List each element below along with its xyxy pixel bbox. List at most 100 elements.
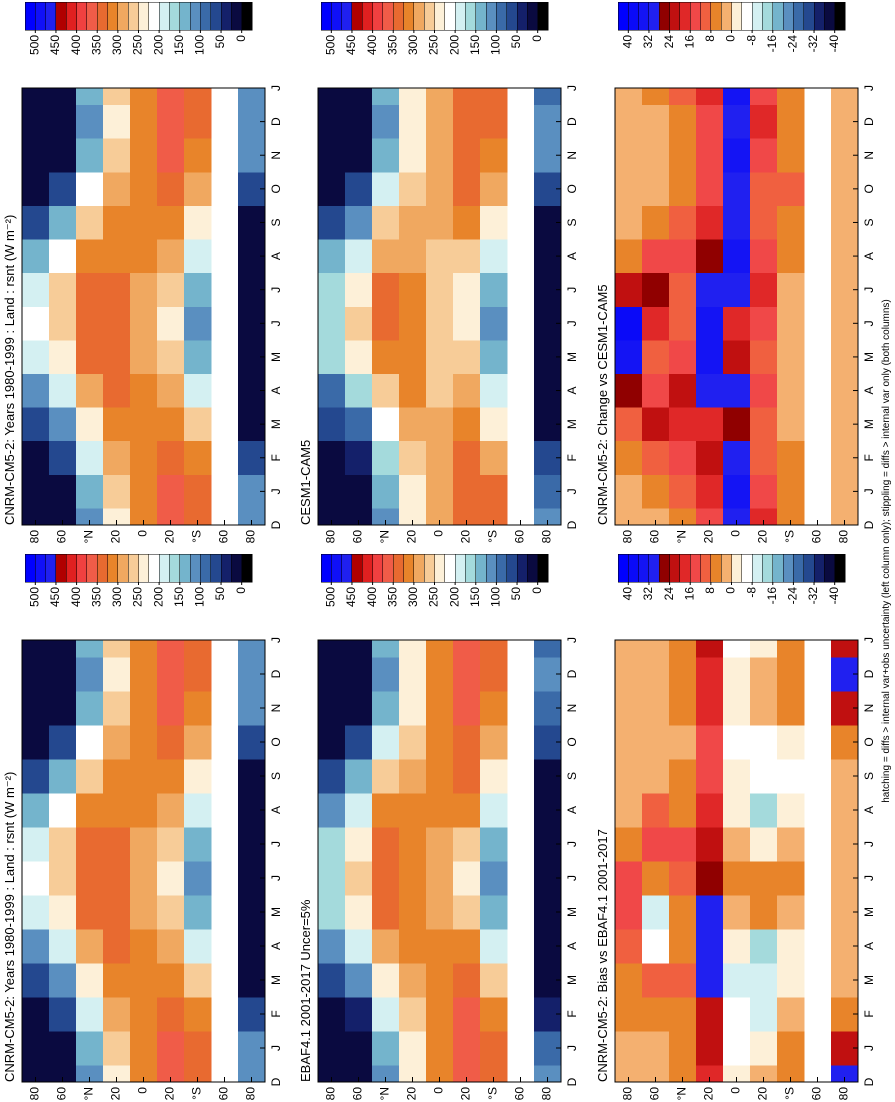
colorbar-cell xyxy=(86,553,98,583)
x-tick-label: A xyxy=(565,387,579,395)
colorbar-cell xyxy=(751,553,763,583)
colorbar-cell xyxy=(834,1,846,31)
heat-cell xyxy=(425,88,454,106)
y-tick-label: 80 xyxy=(244,530,258,544)
heat-cell xyxy=(344,474,373,509)
x-tick-label: M xyxy=(565,975,579,985)
colorbar-cell xyxy=(782,1,794,31)
heat-cell xyxy=(318,826,346,862)
heat-cell xyxy=(183,826,212,862)
heat-cell xyxy=(129,962,158,998)
colorbar-cell xyxy=(423,1,435,31)
heat-cell xyxy=(398,928,427,964)
x-tick-label: M xyxy=(862,975,876,985)
heat-cell xyxy=(156,138,185,173)
heat-cell xyxy=(425,792,454,828)
heat-cell xyxy=(425,758,454,794)
heat-cell xyxy=(344,171,373,206)
colorbar-cell xyxy=(628,1,639,31)
heat-cell xyxy=(668,826,697,862)
heat-cell xyxy=(398,758,427,794)
heat-cell xyxy=(749,104,778,139)
heat-cell xyxy=(371,826,400,862)
heat-cell xyxy=(615,1030,643,1066)
colorbar-cell xyxy=(189,553,201,583)
y-tick-label: 80 xyxy=(621,1087,635,1101)
heat-cell xyxy=(615,88,643,106)
heat-cell xyxy=(371,239,400,274)
panel-title: CNRM-CM5-2: Years 1980-1999 : Land : rsn… xyxy=(2,215,17,525)
heat-cell xyxy=(615,894,643,930)
x-tick-label: J xyxy=(862,85,876,91)
x-tick-label: N xyxy=(565,704,579,713)
heat-cell xyxy=(183,724,212,760)
y-tick-label: 0 xyxy=(729,1087,743,1094)
heat-cell xyxy=(318,171,346,206)
heat-cell xyxy=(102,440,131,475)
heat-cell xyxy=(371,440,400,475)
heat-cell xyxy=(722,928,751,964)
heat-cell xyxy=(102,640,131,658)
heat-cell xyxy=(776,640,805,658)
heat-cell xyxy=(776,239,805,274)
heat-cell xyxy=(668,1030,697,1066)
colorbar-cell xyxy=(200,553,211,583)
colorbar-cell xyxy=(834,553,846,583)
heat-cell xyxy=(237,640,265,658)
colorbar-cell xyxy=(403,553,415,583)
heat-cell xyxy=(75,272,104,307)
x-tick-label: O xyxy=(269,737,283,746)
x-tick-label: S xyxy=(862,218,876,226)
heat-cell xyxy=(722,171,751,206)
heat-cell xyxy=(425,239,454,274)
heat-cell xyxy=(371,407,400,442)
y-tick-label: 80 xyxy=(28,1087,42,1101)
heat-cell xyxy=(48,339,77,374)
y-tick-label: 20 xyxy=(756,1087,770,1101)
heat-cell xyxy=(722,826,751,862)
colorbar-label: 300 xyxy=(110,587,124,607)
heat-cell xyxy=(398,656,427,692)
colorbar-cell xyxy=(35,1,46,31)
panel xyxy=(615,640,858,1082)
heat-cell xyxy=(48,826,77,862)
heat-cell xyxy=(22,860,50,896)
panel xyxy=(318,640,561,1082)
heat-cell xyxy=(48,758,77,794)
heat-cell xyxy=(102,724,131,760)
heat-cell xyxy=(398,339,427,374)
heat-cell xyxy=(668,239,697,274)
heat-cell xyxy=(318,239,346,274)
y-tick-label: 80 xyxy=(621,530,635,544)
heat-cell xyxy=(344,996,373,1032)
heat-cell xyxy=(48,407,77,442)
heat-cell xyxy=(129,826,158,862)
colorbar-label: 350 xyxy=(89,35,103,55)
colorbar-cell xyxy=(169,553,181,583)
heat-cell xyxy=(776,306,805,341)
heat-cell xyxy=(344,407,373,442)
heat-cell xyxy=(344,306,373,341)
heat-cell xyxy=(344,138,373,173)
colorbar-cell xyxy=(392,553,404,583)
heat-cell xyxy=(452,138,481,173)
heat-cell xyxy=(749,792,778,828)
y-tick-label: °N xyxy=(675,1087,689,1100)
heat-cell xyxy=(318,440,346,475)
colorbar-cell xyxy=(320,553,332,583)
heat-cell xyxy=(776,272,805,307)
colorbar-cell xyxy=(444,553,456,583)
heat-cell xyxy=(48,440,77,475)
heat-cell xyxy=(75,758,104,794)
heat-cell xyxy=(371,339,400,374)
heat-cell xyxy=(129,640,158,658)
heat-cell xyxy=(371,894,400,930)
colorbar-label: 200 xyxy=(151,587,165,607)
colorbar-cell xyxy=(158,553,170,583)
heat-cell xyxy=(398,640,427,658)
colorbar-label: 500 xyxy=(323,35,337,55)
heat-cell xyxy=(425,138,454,173)
heat-cell xyxy=(479,272,508,307)
heat-cell xyxy=(318,656,346,692)
heat-cell xyxy=(183,690,212,726)
